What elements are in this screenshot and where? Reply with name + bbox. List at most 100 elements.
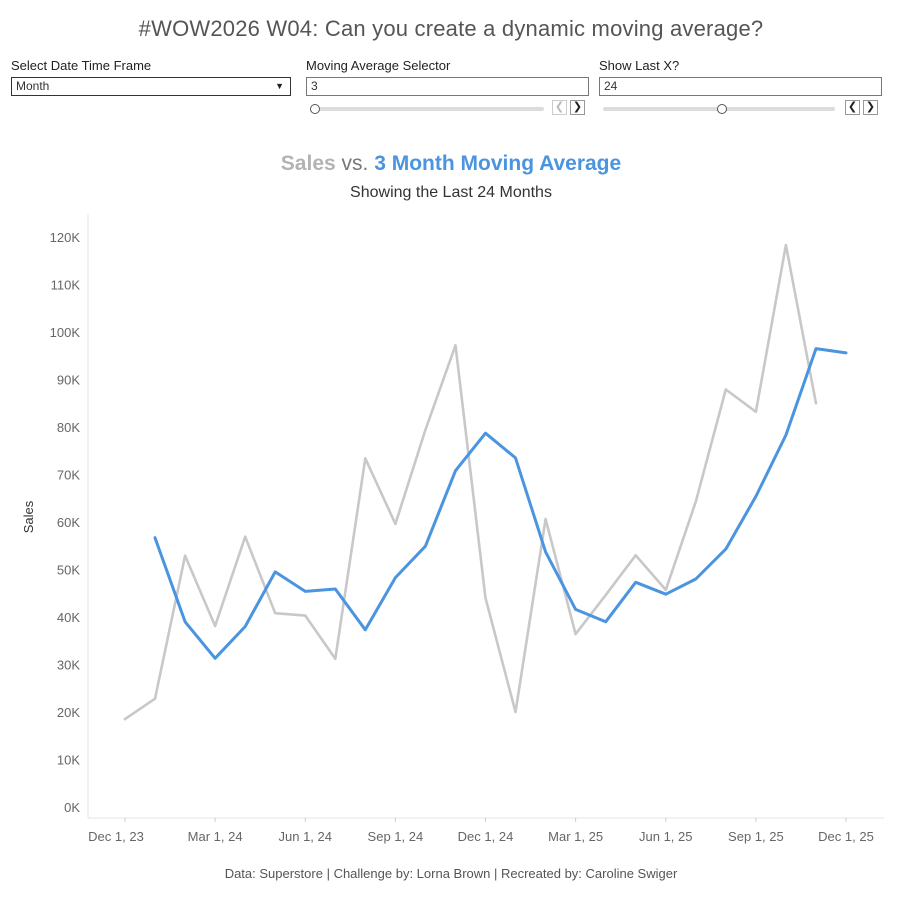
show-last-label: Show Last X? bbox=[599, 58, 680, 73]
y-tick-label: 110K bbox=[51, 278, 81, 293]
moving-average-line-point bbox=[784, 433, 788, 437]
moving-average-line-point bbox=[694, 577, 697, 581]
chart-title-vs: vs. bbox=[341, 152, 369, 175]
x-tick-label: Dec 1, 24 bbox=[458, 829, 514, 844]
sales-line-point bbox=[183, 554, 187, 557]
moving-average-line-point bbox=[274, 570, 277, 574]
moving-average-line-point bbox=[574, 608, 577, 611]
moving-average-line bbox=[153, 347, 848, 660]
moving-average-line-point bbox=[424, 545, 427, 548]
moving-average-input[interactable]: 3 bbox=[306, 77, 589, 96]
slider-track[interactable] bbox=[310, 107, 544, 111]
sales-line-point bbox=[574, 632, 577, 636]
sales-line-point bbox=[454, 344, 457, 347]
chevron-down-icon[interactable]: ▼ bbox=[275, 81, 284, 91]
dashboard-title: #WOW2026 W04: Can you create a dynamic m… bbox=[138, 16, 764, 41]
sales-line-point bbox=[724, 388, 728, 391]
sales-line-point bbox=[243, 535, 247, 538]
chart-title: Sales vs. 3 Month Moving Average bbox=[0, 152, 902, 176]
sales-line-point bbox=[364, 457, 367, 460]
step-back-button[interactable]: ❮ bbox=[552, 100, 567, 115]
step-back-button[interactable]: ❮ bbox=[845, 100, 860, 115]
moving-average-line-point bbox=[754, 495, 758, 498]
date-frame-control: Select Date Time Frame Month ▼ bbox=[11, 58, 291, 96]
y-tick-label: 40K bbox=[57, 610, 80, 625]
sales-line-point bbox=[274, 612, 277, 615]
sales-line-point bbox=[123, 717, 127, 721]
moving-average-line-point bbox=[844, 351, 848, 355]
x-tick-label: Dec 1, 23 bbox=[88, 829, 144, 844]
sales-line-point bbox=[304, 614, 307, 617]
y-tick-label: 100K bbox=[50, 325, 81, 340]
moving-average-control: Moving Average Selector 3 ❮ ❯ bbox=[306, 58, 589, 119]
sales-line-point bbox=[754, 410, 758, 413]
moving-average-line-point bbox=[334, 587, 337, 591]
moving-average-line-point bbox=[604, 620, 607, 623]
sales-line-point bbox=[634, 554, 637, 557]
moving-average-line-point bbox=[514, 456, 517, 460]
sales-line-point bbox=[153, 697, 157, 700]
sales-line-point bbox=[213, 624, 217, 628]
x-tick-label: Sep 1, 25 bbox=[728, 829, 784, 844]
show-last-input[interactable]: 24 bbox=[599, 77, 882, 96]
sales-line-point bbox=[334, 657, 337, 660]
moving-average-slider[interactable]: ❮ ❯ bbox=[306, 99, 589, 119]
sales-line-point bbox=[544, 517, 547, 521]
date-frame-value: Month bbox=[16, 79, 50, 93]
sales-line bbox=[123, 243, 818, 721]
step-forward-button[interactable]: ❯ bbox=[570, 100, 585, 115]
moving-average-line-point bbox=[183, 620, 187, 623]
date-frame-label: Select Date Time Frame bbox=[11, 58, 152, 73]
step-forward-button[interactable]: ❯ bbox=[863, 100, 878, 115]
y-tick-label: 60K bbox=[57, 515, 80, 530]
moving-average-line-point bbox=[364, 628, 367, 632]
sales-line-point bbox=[664, 588, 667, 592]
footer-credits: Data: Superstore | Challenge by: Lorna B… bbox=[224, 866, 678, 881]
moving-average-line-point bbox=[544, 550, 547, 554]
x-tick-label: Dec 1, 25 bbox=[818, 829, 874, 844]
moving-average-line-point bbox=[814, 347, 818, 350]
x-tick-label: Jun 1, 24 bbox=[279, 829, 333, 844]
slider-handle[interactable] bbox=[310, 104, 320, 114]
moving-average-line-point bbox=[304, 590, 307, 593]
y-tick-label: 70K bbox=[57, 468, 80, 483]
chart-title-sales: Sales bbox=[280, 152, 336, 175]
moving-average-line-point bbox=[243, 625, 247, 628]
moving-average-line-point bbox=[664, 593, 667, 596]
sales-line-point bbox=[814, 402, 818, 405]
moving-average-line-point bbox=[153, 536, 157, 539]
y-tick-label: 50K bbox=[57, 563, 80, 578]
sales-line-point bbox=[604, 593, 607, 597]
y-axis-title: Sales bbox=[21, 500, 36, 533]
y-tick-label: 20K bbox=[57, 705, 80, 720]
y-tick-label: 30K bbox=[57, 658, 80, 673]
x-tick-label: Mar 1, 25 bbox=[548, 829, 603, 844]
moving-average-label: Moving Average Selector bbox=[306, 58, 451, 73]
chart-title-moving-average: 3 Month Moving Average bbox=[374, 152, 622, 175]
show-last-slider[interactable]: ❮ ❯ bbox=[599, 99, 882, 119]
moving-average-line-point bbox=[634, 581, 637, 584]
sales-line-point bbox=[514, 710, 517, 714]
sales-line-point bbox=[694, 500, 697, 503]
moving-average-line-point bbox=[454, 469, 457, 472]
sales-line-point bbox=[424, 428, 427, 432]
slider-handle[interactable] bbox=[717, 104, 727, 114]
x-tick-label: Mar 1, 24 bbox=[188, 829, 243, 844]
moving-average-line-point bbox=[724, 547, 728, 551]
chart-subtitle: Showing the Last 24 Months bbox=[350, 184, 552, 201]
moving-average-line-point bbox=[213, 657, 217, 660]
show-last-control: Show Last X? 24 ❮ ❯ bbox=[599, 58, 882, 119]
moving-average-line-point bbox=[394, 576, 397, 579]
y-tick-label: 80K bbox=[57, 420, 80, 435]
y-tick-label: 120K bbox=[50, 230, 81, 245]
y-tick-label: 10K bbox=[57, 753, 80, 768]
x-tick-label: Sep 1, 24 bbox=[368, 829, 424, 844]
y-tick-label: 90K bbox=[57, 373, 80, 388]
moving-average-line-point bbox=[484, 431, 487, 435]
y-tick-label: 0K bbox=[64, 800, 80, 815]
sales-line-point bbox=[784, 243, 788, 247]
sales-line-point bbox=[394, 522, 397, 526]
sales-line-point bbox=[484, 596, 487, 600]
date-frame-dropdown[interactable]: Month ▼ bbox=[11, 77, 291, 96]
